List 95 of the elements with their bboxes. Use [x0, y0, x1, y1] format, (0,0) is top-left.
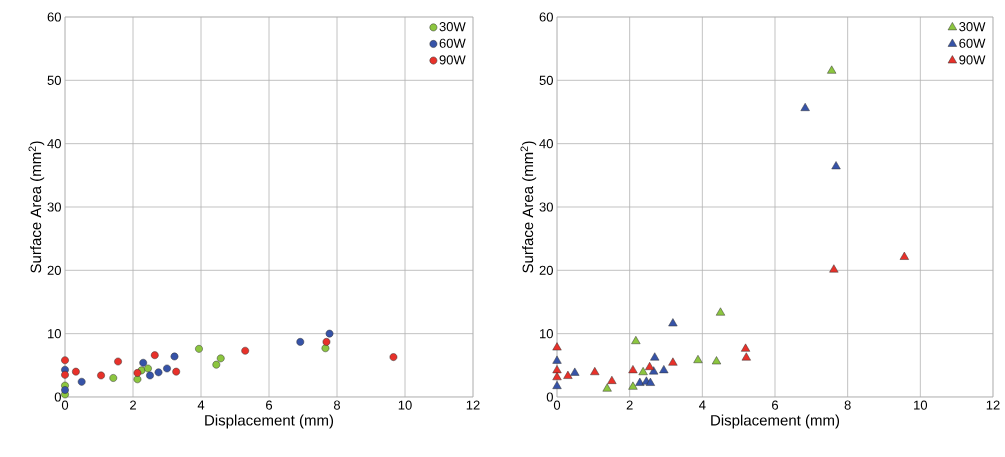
point — [899, 251, 909, 260]
point — [146, 371, 154, 380]
legend-label: 60W — [959, 38, 986, 48]
y-tick-label: 60 — [47, 12, 61, 22]
point — [552, 355, 562, 364]
point — [212, 360, 221, 369]
y-tick-label: 40 — [539, 139, 553, 149]
point — [638, 367, 648, 376]
point — [389, 353, 398, 361]
point — [628, 381, 638, 390]
point — [133, 369, 142, 377]
point — [827, 65, 837, 74]
legend-label: 30W — [959, 22, 986, 32]
x-tick-label: 12 — [466, 400, 480, 410]
point — [61, 386, 69, 394]
point — [97, 371, 105, 380]
point — [740, 343, 751, 352]
point — [296, 338, 305, 346]
x-axis-title: Displacement (mm) — [205, 414, 334, 429]
point — [163, 364, 171, 373]
y-tick-label: 40 — [47, 139, 61, 149]
point — [172, 367, 181, 376]
point — [150, 351, 159, 360]
point — [631, 336, 641, 344]
x-tick-label: 8 — [333, 400, 341, 410]
y-tick-label: 60 — [539, 12, 553, 22]
y-tick-label: 50 — [539, 75, 553, 85]
point — [322, 338, 331, 346]
point — [195, 345, 203, 353]
x-tick-label: 10 — [914, 400, 928, 410]
point — [154, 368, 163, 377]
point — [650, 352, 660, 361]
point — [570, 367, 580, 376]
point — [590, 367, 600, 376]
point — [170, 352, 179, 361]
y-tick-label: 10 — [48, 329, 61, 339]
point — [628, 365, 638, 374]
x-tick-label: 0 — [553, 400, 561, 410]
x-tick-label: 2 — [130, 400, 136, 410]
point — [552, 365, 562, 374]
point — [715, 307, 726, 316]
point — [693, 355, 703, 363]
x-tick-label: 0 — [61, 400, 69, 410]
y-tick-label: 20 — [539, 265, 553, 275]
y-tick-label: 30 — [539, 202, 553, 212]
point — [114, 357, 122, 366]
x-tick-label: 12 — [986, 400, 1000, 410]
y-axis-title: Surface Area (mm$^{2}$) — [28, 141, 45, 273]
x-tick-label: 2 — [626, 400, 633, 410]
point — [602, 383, 612, 392]
y-tick-label: 30 — [47, 202, 61, 212]
point — [77, 377, 86, 386]
y-tick-label: 20 — [47, 265, 61, 275]
x-tick-label: 6 — [772, 400, 779, 410]
point — [552, 372, 562, 381]
point — [552, 380, 562, 389]
point — [831, 161, 841, 170]
point — [668, 357, 678, 366]
x-axis-title: Displacement (mm) — [711, 414, 840, 429]
point — [645, 377, 655, 386]
x-tick-label: 4 — [699, 400, 706, 410]
point — [72, 367, 80, 376]
x-tick-label: 6 — [266, 400, 273, 410]
point — [109, 374, 118, 382]
x-tick-label: 8 — [844, 400, 851, 410]
legend-label: 30W — [439, 22, 466, 32]
x-tick-label: 4 — [197, 400, 205, 410]
point — [741, 352, 751, 361]
point — [645, 361, 655, 370]
point — [635, 377, 645, 386]
y-tick-label: 0 — [54, 392, 61, 402]
point — [552, 342, 562, 351]
legend-label: 90W — [439, 55, 466, 65]
point — [216, 354, 225, 363]
legend-label: 90W — [959, 55, 986, 65]
point — [800, 102, 810, 111]
point — [133, 375, 142, 384]
point — [563, 370, 573, 379]
point — [61, 356, 69, 365]
point — [139, 358, 148, 367]
point — [325, 329, 334, 338]
x-tick-label: 10 — [398, 400, 412, 410]
y-axis-title: Surface Area (mm$^{2}$) — [520, 141, 537, 273]
y-tick-label: 10 — [540, 329, 553, 339]
point — [668, 318, 678, 327]
y-tick-label: 0 — [546, 392, 553, 402]
point — [829, 264, 839, 273]
point — [607, 375, 617, 384]
y-tick-label: 50 — [47, 75, 61, 85]
point — [659, 365, 669, 374]
legend-label: 60W — [439, 38, 466, 48]
point — [241, 346, 250, 355]
point — [711, 356, 722, 365]
point — [61, 370, 69, 379]
point — [144, 364, 152, 373]
